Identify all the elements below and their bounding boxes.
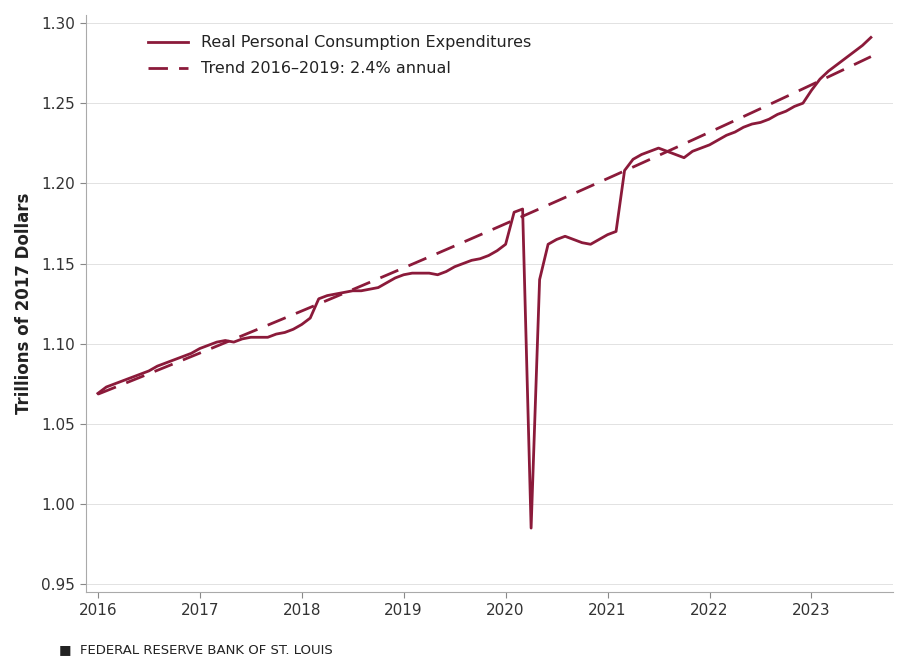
Text: ■  FEDERAL RESERVE BANK OF ST. LOUIS: ■ FEDERAL RESERVE BANK OF ST. LOUIS [59,643,332,656]
Y-axis label: Trillions of 2017 Dollars: Trillions of 2017 Dollars [15,193,33,415]
Legend: Real Personal Consumption Expenditures, Trend 2016–2019: 2.4% annual: Real Personal Consumption Expenditures, … [142,29,538,83]
